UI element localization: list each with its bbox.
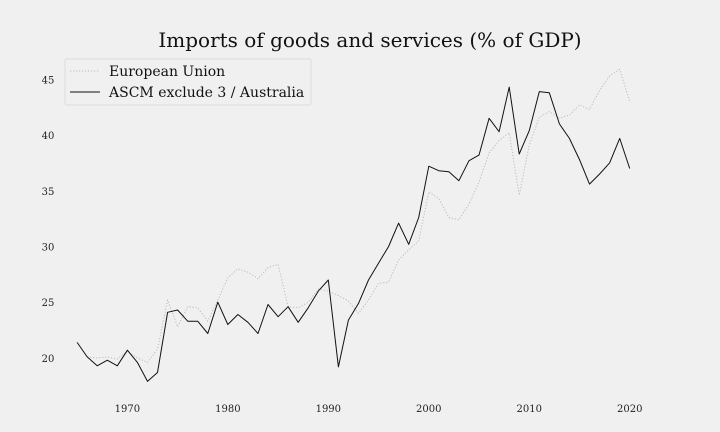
series-line-ascm-australia — [76, 86, 631, 382]
legend-label-ascm-australia: ASCM exclude 3 / Australia — [108, 85, 304, 101]
y-tick-label: 30 — [42, 243, 55, 254]
series-line-european-union — [87, 68, 631, 363]
y-axis-ticks: 20 25 30 35 40 45 — [42, 75, 55, 365]
x-tick-label: 1990 — [316, 404, 341, 415]
x-tick-label: 2000 — [416, 404, 441, 415]
y-tick-label: 40 — [42, 131, 55, 142]
legend-label-european-union: European Union — [109, 64, 225, 80]
x-tick-label: 1980 — [215, 404, 240, 415]
series-layer — [76, 68, 631, 382]
y-tick-label: 25 — [42, 298, 55, 309]
x-tick-label: 2010 — [517, 404, 542, 415]
x-tick-label: 2020 — [617, 404, 642, 415]
legend: European Union ASCM exclude 3 / Australi… — [64, 58, 312, 106]
y-tick-label: 35 — [42, 187, 55, 198]
x-axis-ticks: 1970 1980 1990 2000 2010 2020 — [115, 404, 643, 415]
legend-box — [64, 58, 312, 106]
x-tick-label: 1970 — [115, 404, 140, 415]
y-tick-label: 45 — [42, 75, 55, 86]
chart-title: Imports of goods and services (% of GDP) — [158, 28, 581, 52]
y-tick-label: 20 — [42, 354, 55, 365]
